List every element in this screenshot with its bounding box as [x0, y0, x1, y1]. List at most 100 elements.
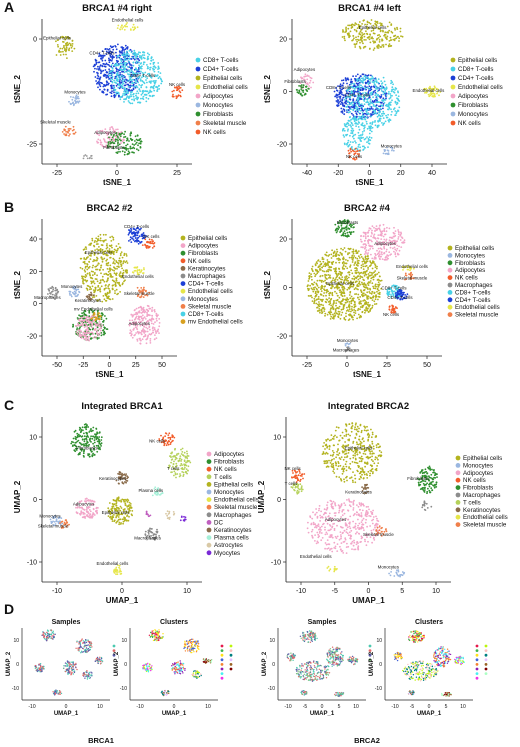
cell-point	[145, 94, 148, 96]
cell-point	[351, 26, 354, 28]
cell-point	[366, 23, 369, 26]
cell-point	[371, 26, 374, 29]
cell-point	[87, 256, 89, 258]
cell-point	[304, 92, 307, 95]
cell-point	[351, 272, 354, 275]
cell-point	[139, 90, 142, 92]
cell-point	[379, 24, 382, 27]
cell-point	[86, 157, 89, 160]
cell-point	[356, 90, 359, 93]
cell-point	[346, 130, 349, 132]
cell-point	[105, 328, 108, 330]
cell-point	[362, 295, 365, 297]
cell-point	[121, 140, 124, 143]
cell-point	[348, 24, 351, 27]
cell-point	[95, 243, 98, 246]
cell-point	[346, 142, 348, 145]
cell-point	[135, 237, 137, 239]
cell-point	[146, 64, 148, 66]
cell-point	[360, 266, 363, 269]
x-tick-label: 40	[428, 170, 436, 177]
cell-point	[134, 140, 136, 142]
cell-point	[381, 44, 384, 46]
cell-point	[151, 95, 154, 98]
cell-point	[125, 149, 128, 151]
cell-point	[363, 33, 366, 35]
cell-point	[362, 109, 365, 112]
cell-point	[111, 62, 114, 65]
cell-point	[384, 31, 387, 34]
cell-point	[361, 131, 364, 133]
cell-point	[127, 240, 130, 242]
cell-point	[369, 78, 371, 81]
cell-point	[132, 61, 135, 64]
cell-point	[312, 290, 315, 293]
cell-point	[172, 93, 174, 96]
cell-point	[64, 129, 67, 131]
cell-point	[110, 53, 113, 55]
cell-point	[296, 91, 299, 94]
cell-point	[334, 311, 337, 313]
cell-point	[108, 244, 111, 247]
cell-point	[130, 76, 132, 79]
cell-point	[109, 91, 112, 94]
cell-point	[153, 338, 156, 340]
cell-point	[146, 65, 149, 68]
cell-point	[123, 69, 126, 71]
cell-point	[341, 84, 344, 87]
cell-point	[126, 55, 128, 58]
cell-point	[97, 314, 99, 317]
legend-swatch	[180, 288, 186, 294]
cell-point	[133, 313, 136, 316]
x-tick-label: -25	[52, 170, 62, 177]
cell-point	[111, 136, 114, 139]
cell-point	[130, 330, 133, 333]
cell-point	[372, 112, 375, 115]
cell-point	[370, 102, 372, 104]
cell-point	[343, 109, 346, 111]
cell-point	[347, 271, 350, 274]
cell-point	[121, 86, 124, 89]
cell-point	[363, 19, 365, 22]
cell-point	[132, 23, 135, 26]
cell-point	[371, 304, 374, 307]
cell-point	[394, 252, 397, 254]
cell-point	[388, 91, 390, 93]
cell-point	[145, 86, 148, 88]
cell-point	[351, 124, 354, 126]
cell-point	[108, 138, 111, 141]
cell-point	[318, 309, 321, 312]
cell-point	[97, 262, 100, 265]
cell-point	[121, 146, 124, 149]
cell-point	[299, 85, 302, 87]
cell-point	[141, 65, 143, 68]
cell-point	[321, 256, 324, 259]
legend-label: Adipocytes	[203, 93, 233, 100]
cell-point	[88, 317, 91, 320]
cell-point	[388, 120, 390, 123]
cell-point	[118, 143, 121, 146]
cell-point	[94, 76, 97, 78]
cell-point	[321, 270, 324, 272]
cell-point	[340, 294, 343, 296]
cell-point	[124, 81, 127, 84]
x-tick-label: 0	[108, 362, 112, 369]
cell-point	[306, 285, 309, 288]
cell-point	[373, 99, 376, 102]
cell-point	[95, 336, 97, 338]
cell-point	[102, 268, 104, 271]
cluster-annotation: Fibroblasts	[103, 145, 125, 150]
cell-point	[131, 143, 134, 146]
cell-point	[148, 326, 151, 329]
cell-point	[135, 61, 138, 64]
cell-point	[393, 91, 396, 94]
cell-point	[175, 86, 178, 89]
cell-point	[397, 91, 399, 94]
cell-point	[85, 246, 87, 249]
cell-point	[372, 285, 374, 288]
cell-point	[117, 248, 119, 250]
cell-point	[353, 264, 356, 266]
cell-point	[354, 110, 357, 113]
cell-point	[330, 304, 332, 307]
cell-point	[103, 83, 105, 86]
